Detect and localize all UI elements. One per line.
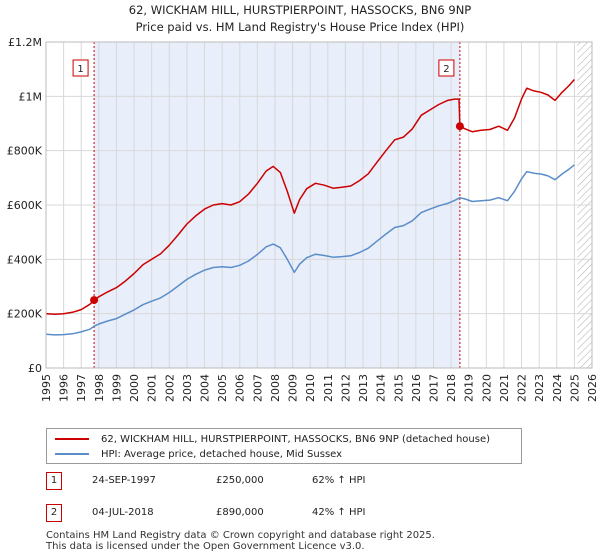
x-tick-label: 2004 [199, 374, 212, 402]
x-tick-label: 2011 [322, 374, 335, 402]
x-tick-label: 2017 [427, 374, 440, 402]
x-tick-label: 2015 [392, 374, 405, 402]
x-tick-label: 2013 [357, 374, 370, 402]
x-tick-label: 2020 [480, 374, 493, 402]
x-tick-label: 2022 [516, 374, 529, 402]
x-tick-label: 2024 [551, 374, 564, 402]
x-tick-label: 2018 [445, 374, 458, 402]
x-tick-label: 2021 [498, 374, 511, 402]
legend-item-property: 62, WICKHAM HILL, HURSTPIERPOINT, HASSOC… [55, 432, 490, 446]
y-tick-label: £600K [7, 199, 43, 212]
property-price-line [45, 79, 575, 315]
y-tick-label: £0 [28, 362, 42, 375]
x-tick-label: 2005 [216, 374, 229, 402]
x-tick-label: 2025 [568, 374, 581, 402]
y-tick-label: £1M [19, 90, 43, 103]
legend: 62, WICKHAM HILL, HURSTPIERPOINT, HASSOC… [46, 428, 522, 464]
legend-swatch-property [55, 438, 89, 440]
sale-2-point [455, 122, 464, 131]
chart-title: 62, WICKHAM HILL, HURSTPIERPOINT, HASSOC… [129, 3, 472, 17]
legend-label-hpi: HPI: Average price, detached house, Mid … [101, 448, 343, 460]
x-tick-label: 2023 [533, 374, 546, 402]
x-tick-label: 2026 [586, 374, 599, 402]
legend-swatch-hpi [55, 453, 89, 455]
x-tick-label: 2014 [375, 374, 388, 402]
x-tick-label: 1995 [40, 374, 53, 402]
chart: 62, WICKHAM HILL, HURSTPIERPOINT, HASSOC… [7, 3, 599, 402]
x-tick-label: 2007 [251, 374, 264, 402]
x-tick-label: 1998 [93, 374, 106, 402]
y-tick-label: £1.2M [8, 36, 42, 49]
sale-hpi-2: 42% ↑ HPI [312, 507, 366, 518]
x-tick-label: 2012 [339, 374, 352, 402]
sale-2-label-box [438, 59, 455, 77]
x-tick-label: 2002 [163, 374, 176, 402]
x-tick-label: 2009 [287, 374, 300, 402]
x-tick-label: 2001 [146, 374, 159, 402]
x-tick-label: 2019 [463, 374, 476, 402]
sale-number-1: 1 [46, 472, 62, 490]
footer-licence: This data is licensed under the Open Gov… [46, 541, 365, 552]
sale-number-2: 2 [46, 504, 62, 522]
sale-hpi-1: 62% ↑ HPI [312, 475, 366, 486]
footer: Contains HM Land Registry data © Crown c… [46, 530, 435, 552]
x-tick-label: 1997 [75, 374, 88, 402]
sale-date-2: 04-JUL-2018 [92, 507, 154, 518]
x-tick-label: 2010 [304, 374, 317, 402]
hpi-line [45, 164, 575, 336]
x-tick-label: 1999 [110, 374, 123, 402]
legend-label-property: 62, WICKHAM HILL, HURSTPIERPOINT, HASSOC… [101, 433, 491, 445]
y-tick-label: £200K [7, 308, 43, 321]
sale-price-2: £890,000 [216, 507, 264, 518]
sale-price-1: £250,000 [216, 475, 264, 486]
sale-1-label: 1 [77, 64, 83, 75]
x-tick-label: 2016 [410, 374, 423, 402]
x-tick-label: 1996 [58, 374, 71, 402]
footer-copyright: Contains HM Land Registry data © Crown c… [46, 530, 435, 541]
legend-item-hpi: HPI: Average price, detached house, Mid … [55, 447, 342, 461]
sale-1-label-box [72, 59, 89, 77]
chart-subtitle: Price paid vs. HM Land Registry's House … [136, 20, 465, 34]
sale-date-1: 24-SEP-1997 [92, 475, 156, 486]
sale-2-label: 2 [443, 64, 449, 75]
y-tick-label: £400K [7, 253, 43, 266]
sale-1-point [90, 296, 99, 305]
y-tick-label: £800K [7, 145, 43, 158]
x-tick-label: 2000 [128, 374, 141, 402]
x-tick-label: 2006 [234, 374, 247, 402]
x-tick-label: 2003 [181, 374, 194, 402]
plot-frame [45, 41, 593, 369]
x-tick-label: 2008 [269, 374, 282, 402]
